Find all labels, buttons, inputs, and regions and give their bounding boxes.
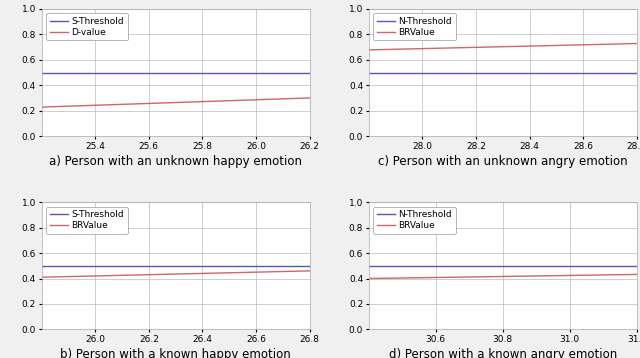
D-value	[183, 100, 191, 104]
Legend: S-Threshold, D-value: S-Threshold, D-value	[46, 14, 127, 40]
N-Threshold	[365, 71, 372, 75]
BRValue	[627, 272, 634, 277]
D-value	[165, 101, 173, 105]
D-value	[166, 101, 174, 105]
S-Threshold	[165, 263, 173, 268]
BRValue	[492, 275, 500, 279]
BRValue	[584, 43, 592, 47]
N-Threshold	[633, 263, 640, 268]
D-value	[257, 97, 265, 102]
BRValue	[494, 45, 502, 49]
S-Threshold	[306, 263, 314, 268]
Legend: N-Threshold, BRValue: N-Threshold, BRValue	[373, 14, 456, 40]
S-Threshold	[197, 263, 205, 268]
N-Threshold	[510, 71, 518, 75]
X-axis label: a) Person with an unknown happy emotion: a) Person with an unknown happy emotion	[49, 155, 302, 168]
N-Threshold	[494, 71, 502, 75]
N-Threshold	[627, 71, 634, 75]
Legend: N-Threshold, BRValue: N-Threshold, BRValue	[373, 207, 456, 234]
S-Threshold	[257, 263, 265, 268]
N-Threshold	[633, 71, 640, 75]
BRValue	[300, 269, 307, 273]
S-Threshold	[38, 263, 45, 268]
BRValue	[584, 273, 592, 277]
BRValue	[365, 48, 372, 52]
BRValue	[524, 44, 532, 48]
BRValue	[183, 272, 191, 276]
D-value	[306, 96, 314, 100]
S-Threshold	[300, 263, 307, 268]
N-Threshold	[494, 263, 502, 268]
S-Threshold	[183, 71, 191, 75]
BRValue	[524, 274, 532, 278]
BRValue	[494, 274, 502, 279]
BRValue	[38, 275, 45, 279]
X-axis label: c) Person with an unknown angry emotion: c) Person with an unknown angry emotion	[378, 155, 628, 168]
D-value	[197, 100, 205, 104]
S-Threshold	[166, 71, 174, 75]
BRValue	[197, 271, 205, 276]
BRValue	[510, 44, 518, 49]
BRValue	[257, 270, 265, 274]
N-Threshold	[627, 263, 634, 268]
S-Threshold	[306, 71, 314, 75]
Legend: S-Threshold, BRValue: S-Threshold, BRValue	[46, 207, 127, 234]
Line: BRValue: BRValue	[42, 271, 310, 277]
BRValue	[166, 272, 174, 276]
N-Threshold	[492, 71, 500, 75]
N-Threshold	[524, 71, 532, 75]
S-Threshold	[257, 71, 265, 75]
BRValue	[633, 272, 640, 277]
S-Threshold	[165, 71, 173, 75]
N-Threshold	[524, 263, 532, 268]
N-Threshold	[510, 263, 518, 268]
S-Threshold	[197, 71, 205, 75]
BRValue	[633, 42, 640, 46]
Line: D-value: D-value	[42, 98, 310, 107]
X-axis label: d) Person with a known angry emotion: d) Person with a known angry emotion	[388, 348, 617, 358]
BRValue	[492, 45, 500, 49]
N-Threshold	[492, 263, 500, 268]
D-value	[300, 96, 307, 100]
N-Threshold	[365, 263, 372, 268]
S-Threshold	[300, 71, 307, 75]
Line: BRValue: BRValue	[369, 44, 637, 50]
BRValue	[365, 276, 372, 281]
X-axis label: b) Person with a known happy emotion: b) Person with a known happy emotion	[60, 348, 291, 358]
Line: BRValue: BRValue	[369, 275, 637, 279]
N-Threshold	[584, 71, 592, 75]
S-Threshold	[38, 71, 45, 75]
S-Threshold	[183, 263, 191, 268]
S-Threshold	[166, 263, 174, 268]
N-Threshold	[584, 263, 592, 268]
BRValue	[627, 42, 634, 46]
BRValue	[306, 269, 314, 273]
BRValue	[510, 274, 518, 279]
BRValue	[165, 272, 173, 276]
D-value	[38, 105, 45, 109]
